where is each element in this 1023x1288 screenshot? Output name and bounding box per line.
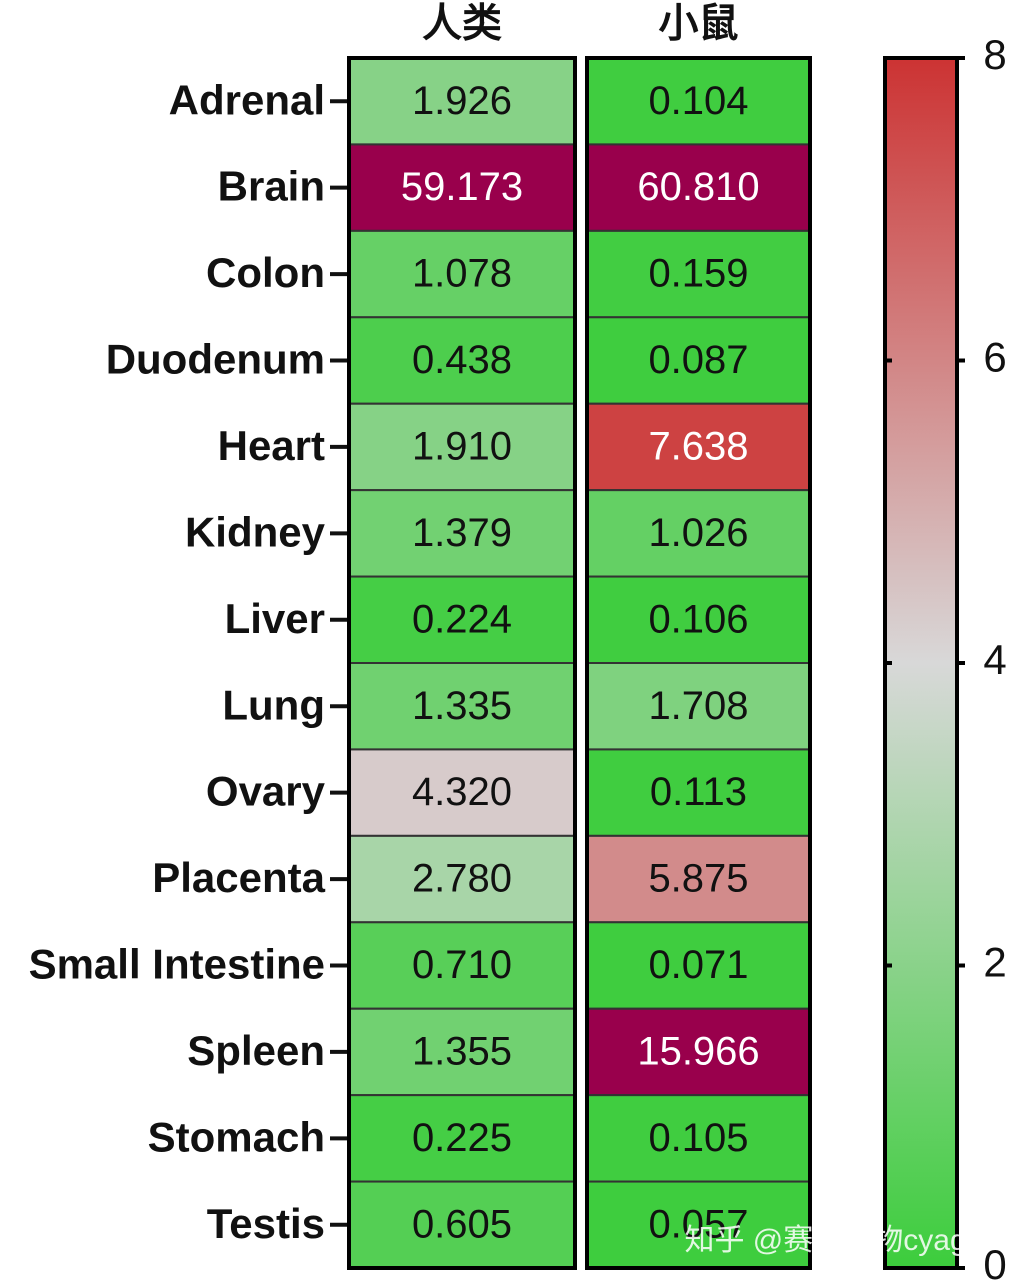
heatmap-cell bbox=[586, 489, 811, 578]
cell-label: 1.926 bbox=[412, 79, 512, 123]
cell-label: 7.638 bbox=[648, 424, 748, 468]
cell-label: 1.355 bbox=[412, 1029, 512, 1073]
cell-label: 0.104 bbox=[648, 79, 748, 123]
row-label: Kidney bbox=[185, 508, 326, 555]
heatmap-cell bbox=[348, 575, 576, 664]
colorbar-tick-label: 8 bbox=[983, 31, 1006, 78]
watermark: 知乎 @赛业生物cyagen bbox=[684, 1224, 1000, 1257]
heatmap-cell bbox=[586, 229, 811, 319]
cell-label: 0.071 bbox=[648, 943, 748, 987]
cell-label: 1.026 bbox=[648, 511, 748, 555]
colorbar-tick-label: 4 bbox=[983, 636, 1006, 683]
cell-label: 0.710 bbox=[412, 943, 512, 987]
cell-label: 5.875 bbox=[648, 857, 748, 901]
cell-label: 0.087 bbox=[648, 338, 748, 382]
row-label: Small Intestine bbox=[29, 941, 325, 988]
cell-label: 4.320 bbox=[412, 770, 512, 814]
heatmap-cell bbox=[586, 57, 811, 146]
cell-label: 0.106 bbox=[648, 597, 748, 641]
heatmap-cell bbox=[348, 229, 576, 319]
row-label: Heart bbox=[218, 422, 325, 469]
colorbar-tick-label: 2 bbox=[983, 939, 1006, 986]
colorbar bbox=[883, 56, 959, 1270]
heatmap-cell bbox=[586, 402, 811, 492]
row-label: Liver bbox=[225, 595, 325, 642]
row-label: Brain bbox=[218, 163, 325, 210]
row-label: Placenta bbox=[152, 854, 325, 901]
cell-label: 60.810 bbox=[637, 165, 759, 209]
cell-label: 1.910 bbox=[412, 424, 512, 468]
row-label: Ovary bbox=[206, 768, 326, 815]
cell-label: 1.335 bbox=[412, 684, 512, 728]
heatmap-cell bbox=[348, 662, 576, 751]
row-label: Testis bbox=[207, 1200, 325, 1247]
cell-label: 59.173 bbox=[401, 165, 523, 209]
heatmap-cell bbox=[586, 1180, 811, 1269]
cell-label: 15.966 bbox=[637, 1029, 759, 1073]
cell-label: 2.780 bbox=[412, 857, 512, 901]
cell-label: 0.113 bbox=[650, 770, 747, 814]
row-label: Lung bbox=[222, 681, 325, 728]
cell-label: 0.225 bbox=[412, 1116, 512, 1160]
row-label: Adrenal bbox=[169, 76, 325, 123]
colorbar-tick-label: 6 bbox=[983, 334, 1006, 381]
cell-label: 1.708 bbox=[648, 684, 748, 728]
heatmap-cell bbox=[586, 316, 811, 405]
cell-label: 0.605 bbox=[412, 1202, 512, 1246]
row-label: Duodenum bbox=[106, 336, 325, 383]
column-frame bbox=[585, 56, 812, 1270]
heatmap-cell bbox=[348, 748, 576, 837]
column-label: 人类 bbox=[422, 2, 502, 46]
cell-label: 0.224 bbox=[412, 597, 512, 641]
row-label: Stomach bbox=[148, 1113, 325, 1160]
heatmap-cell bbox=[586, 575, 811, 664]
cell-label: 0.057 bbox=[648, 1202, 748, 1246]
cell-label: 0.105 bbox=[648, 1116, 748, 1160]
column-label: 小鼠 bbox=[659, 2, 739, 46]
heatmap-cell bbox=[348, 921, 576, 1010]
row-label: Spleen bbox=[187, 1027, 325, 1074]
cell-label: 0.438 bbox=[412, 338, 512, 382]
heatmap-cell bbox=[586, 748, 811, 837]
row-label: Colon bbox=[206, 249, 325, 296]
cell-label: 1.078 bbox=[412, 252, 512, 296]
cell-label: 1.379 bbox=[412, 511, 512, 555]
column-frame bbox=[347, 56, 577, 1270]
cell-label: 0.159 bbox=[648, 252, 748, 296]
colorbar-tick-label: 0 bbox=[983, 1241, 1006, 1288]
